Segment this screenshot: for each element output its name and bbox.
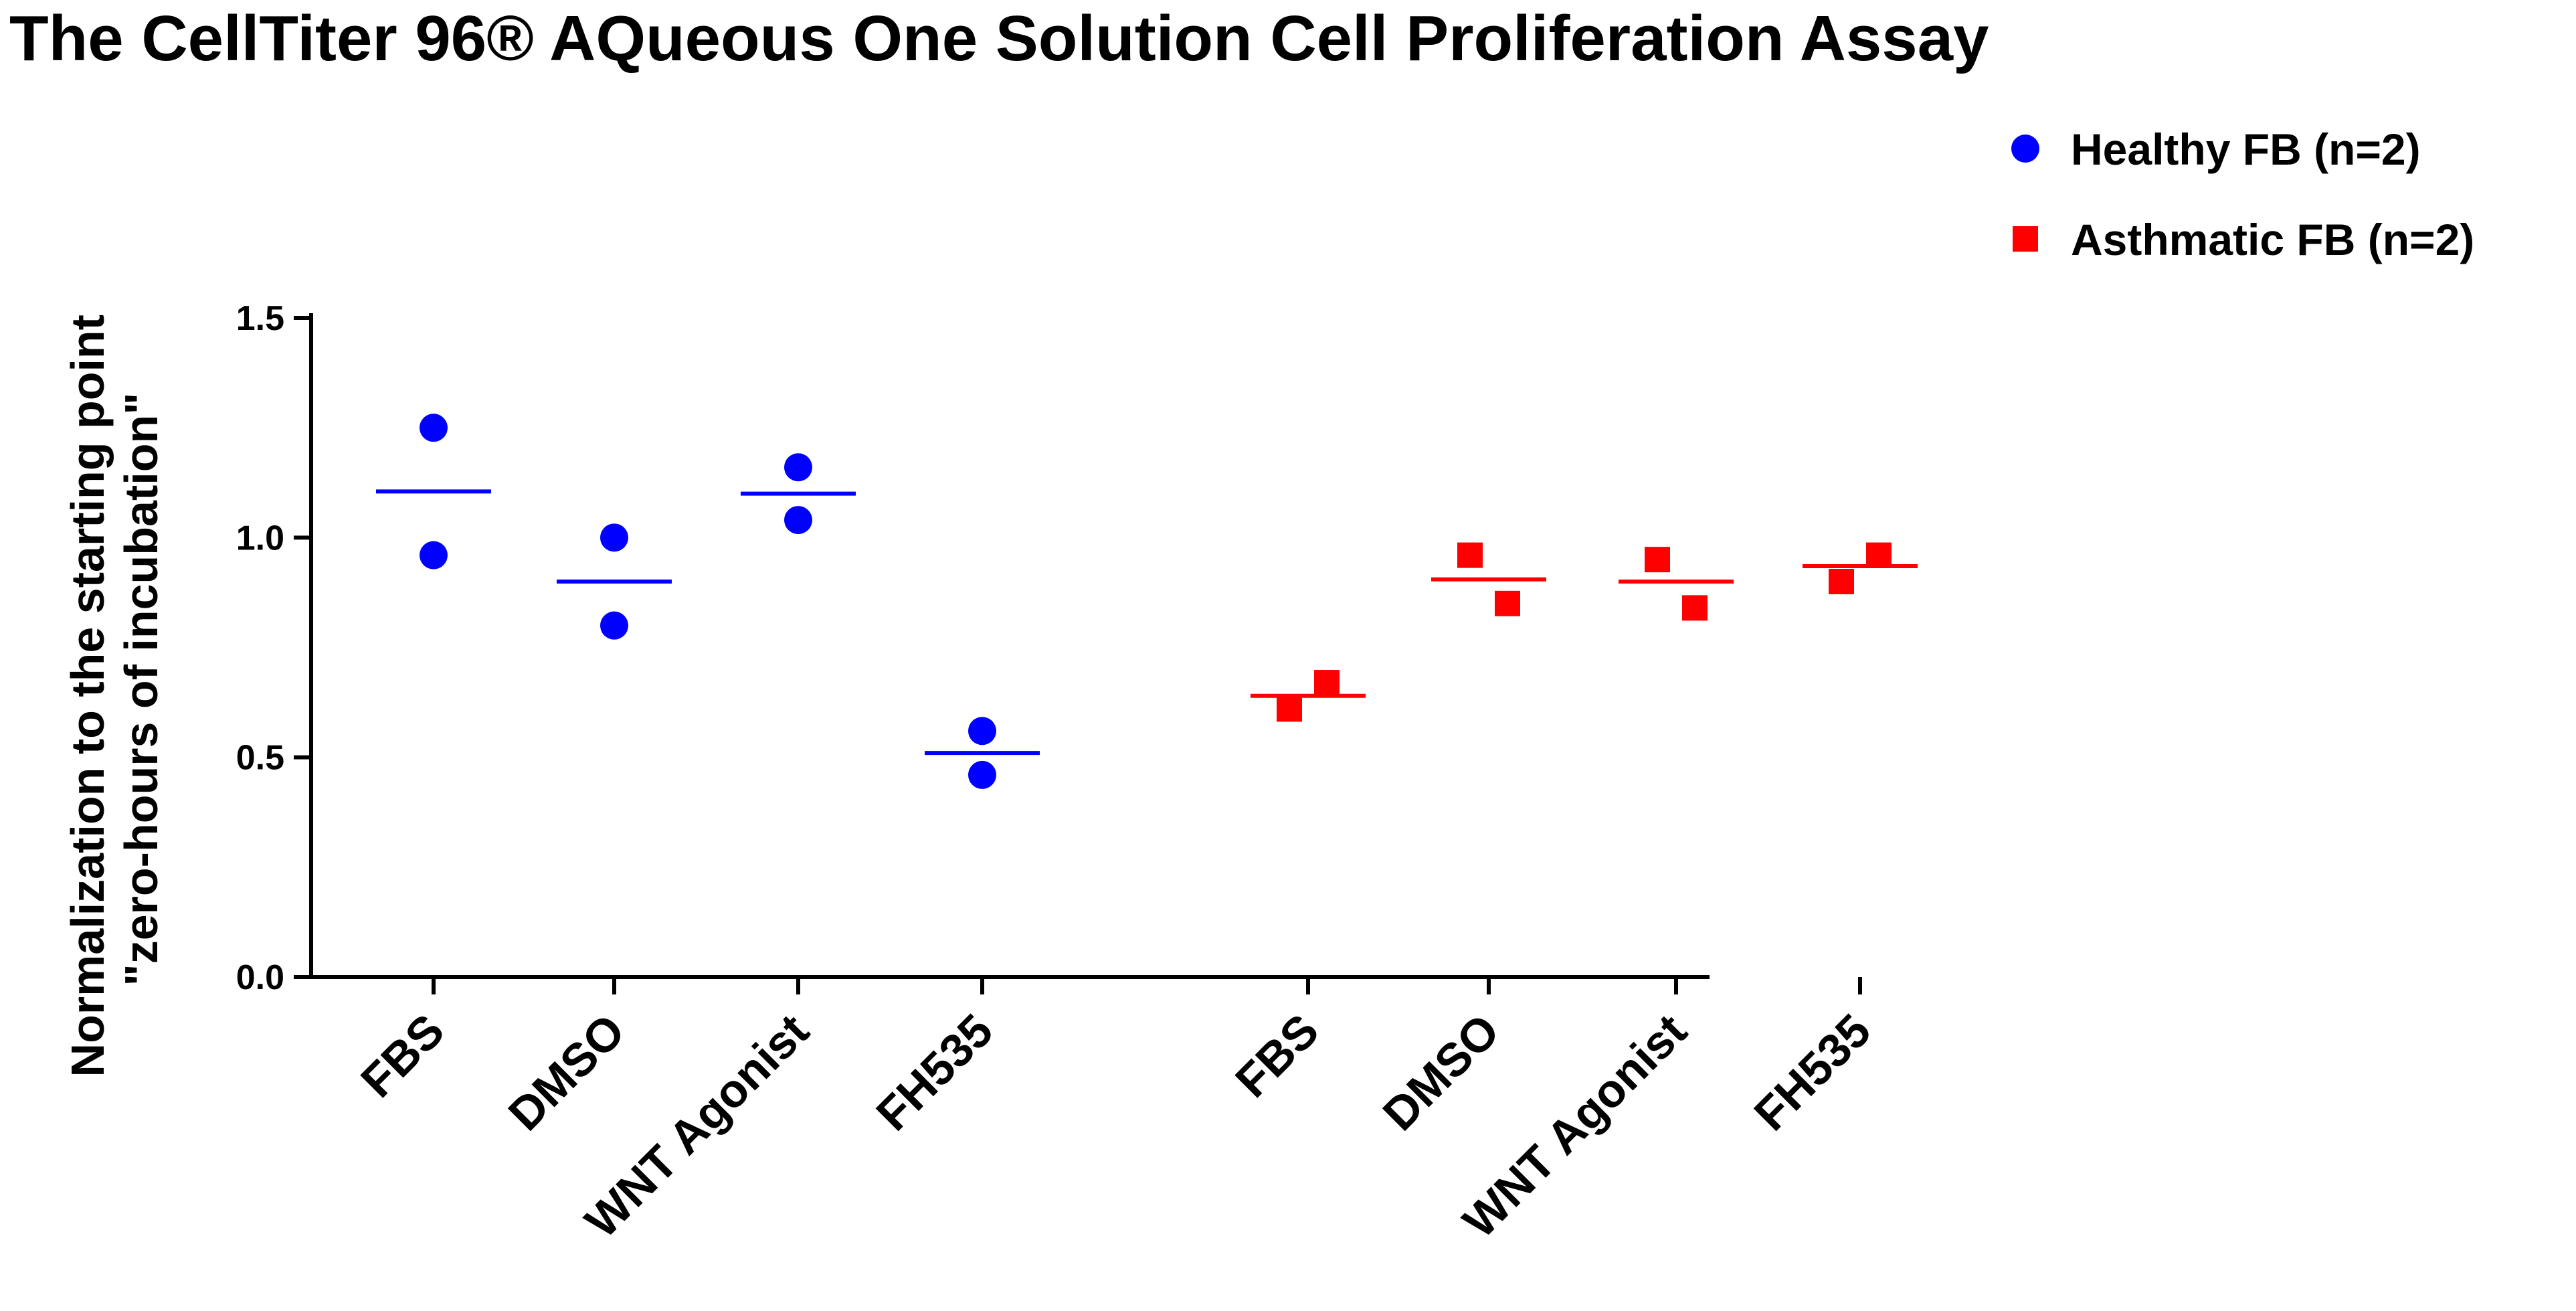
- legend: Healthy FB (n=2) Asthmatic FB (n=2): [2011, 124, 2474, 264]
- data-point: [1645, 547, 1670, 573]
- data-point: [1682, 595, 1708, 621]
- y-axis-label-line-2: "zero-hours of incubation": [115, 393, 167, 986]
- data-point: [420, 414, 448, 442]
- x-tick-label: FH535: [1744, 1004, 1881, 1140]
- y-tick-label: 0.5: [236, 739, 284, 778]
- series-1: [376, 414, 1040, 789]
- data-point: [1495, 590, 1520, 616]
- y-tick-label: 1.0: [236, 519, 284, 557]
- data-point: [968, 760, 996, 789]
- data-point: [784, 453, 812, 482]
- x-tick-label: DMSO: [498, 1004, 635, 1140]
- chart-title: The CellTiter 96® AQueous One Solution C…: [9, 3, 1989, 74]
- data-point: [600, 611, 628, 640]
- data-point: [420, 541, 448, 570]
- x-tick-label: FBS: [351, 1004, 454, 1107]
- data-point: [600, 523, 628, 552]
- x-tick-label: FH535: [866, 1004, 1003, 1140]
- y-axis-label: Normalization to the starting point "zer…: [62, 302, 167, 1077]
- series-2: [1251, 542, 1918, 722]
- data-point: [968, 717, 996, 746]
- x-tick-label: FBS: [1225, 1004, 1328, 1107]
- data-point: [1829, 569, 1854, 594]
- x-tick-label: DMSO: [1373, 1004, 1509, 1140]
- y-axis-label-line-1: Normalization to the starting point: [62, 315, 114, 1077]
- y-tick-label: 1.5: [236, 299, 284, 338]
- y-tick-label: 0.0: [236, 958, 284, 997]
- data-marks: [376, 414, 1918, 789]
- y-ticks: 0.0 0.5 1.0 1.5: [236, 299, 311, 997]
- data-point: [1277, 696, 1302, 722]
- legend-marker: [2013, 226, 2038, 252]
- data-point: [784, 506, 812, 535]
- legend-marker: [2011, 135, 2039, 163]
- data-point: [1457, 542, 1483, 568]
- data-point: [1866, 542, 1892, 568]
- legend-label: Asthmatic FB (n=2): [2071, 215, 2474, 264]
- legend-label: Healthy FB (n=2): [2071, 124, 2421, 174]
- data-point: [1314, 670, 1340, 696]
